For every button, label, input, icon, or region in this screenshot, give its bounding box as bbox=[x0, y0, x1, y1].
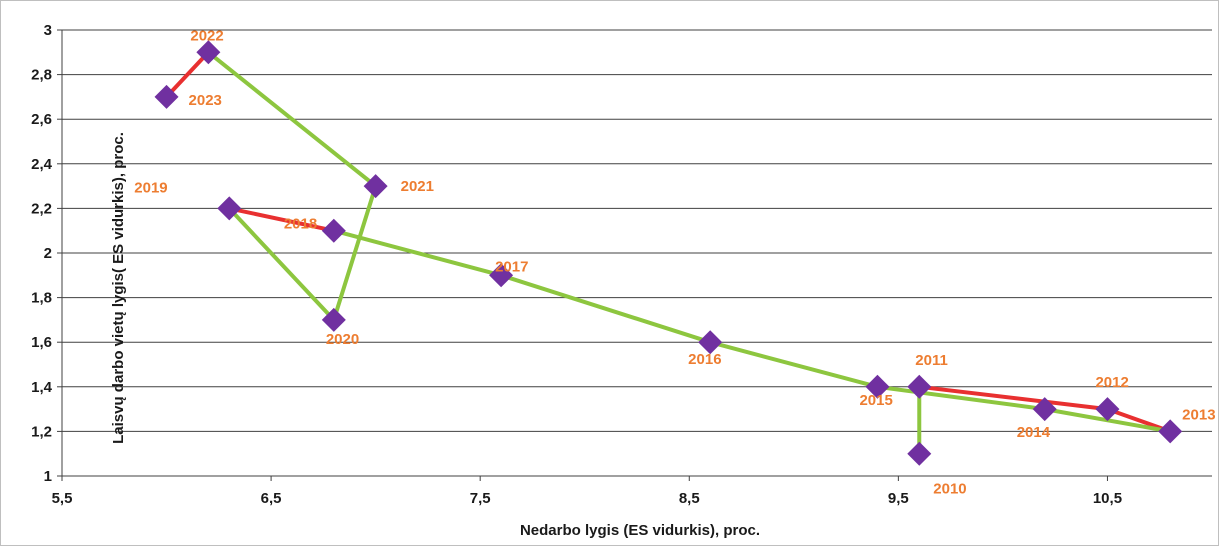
x-tick-label: 5,5 bbox=[52, 490, 73, 507]
gridlines bbox=[57, 29, 1212, 481]
data-label-2014: 2014 bbox=[1017, 424, 1051, 441]
data-labels: 2010 2011 2012 2013 2014 2015 2016 2017 2018 2019… bbox=[134, 27, 1215, 497]
data-point-2018 bbox=[321, 218, 346, 243]
data-point-2015 bbox=[865, 374, 890, 399]
data-point-2010 bbox=[907, 441, 932, 466]
data-label-2023: 2023 bbox=[189, 92, 222, 109]
data-label-2020: 2020 bbox=[326, 331, 359, 348]
y-tick-label: 1,6 bbox=[31, 334, 52, 351]
y-tick-label: 1,8 bbox=[31, 290, 52, 307]
series-line-2021-2022 bbox=[206, 50, 378, 189]
data-point-2020 bbox=[321, 307, 346, 332]
data-label-2016: 2016 bbox=[688, 351, 721, 368]
data-label-2012: 2012 bbox=[1095, 374, 1128, 391]
series-line-2020-2021 bbox=[331, 184, 378, 322]
data-points bbox=[154, 40, 1183, 466]
data-point-2019 bbox=[217, 196, 242, 221]
y-tick-labels: 1 1,2 1,4 1,6 1,8 2 2,2 2,4 2,6 2,8 3 bbox=[31, 22, 53, 485]
series-line-2017-2018 bbox=[331, 228, 504, 278]
series-line-2015-2016 bbox=[708, 340, 880, 389]
series-line-2022-2023 bbox=[164, 50, 211, 99]
y-tick-label: 3 bbox=[44, 22, 52, 39]
data-label-2013: 2013 bbox=[1182, 406, 1215, 423]
y-tick-label: 1,2 bbox=[31, 423, 52, 440]
x-tick-labels: 5,5 6,5 7,5 8,5 9,5 10,5 bbox=[52, 490, 1122, 507]
data-point-2017 bbox=[489, 263, 514, 288]
data-label-2011: 2011 bbox=[915, 352, 948, 369]
series-line-2019-2020 bbox=[227, 206, 336, 322]
data-label-2017: 2017 bbox=[495, 258, 528, 275]
axes bbox=[61, 30, 1212, 477]
data-point-2013 bbox=[1158, 419, 1183, 444]
series-line-2011-2012 bbox=[917, 384, 1110, 412]
series-line-2018-2019 bbox=[227, 206, 336, 233]
data-point-2023 bbox=[154, 84, 179, 109]
data-point-2016 bbox=[698, 330, 723, 355]
x-tick-label: 8,5 bbox=[679, 490, 700, 507]
data-label-2015: 2015 bbox=[859, 392, 892, 409]
data-point-2011 bbox=[907, 374, 932, 399]
data-point-2012 bbox=[1095, 397, 1120, 422]
y-tick-label: 2,8 bbox=[31, 67, 52, 84]
series-line-2014-2015 bbox=[875, 384, 1047, 412]
y-tick-label: 1,4 bbox=[31, 379, 53, 396]
data-label-2022: 2022 bbox=[190, 27, 223, 44]
y-axis-title: Laisvų darbo vietų lygis( ES vidurkis), … bbox=[110, 132, 127, 444]
x-tick-label: 7,5 bbox=[470, 490, 491, 507]
series-lines bbox=[164, 50, 1173, 456]
x-tick-label: 9,5 bbox=[888, 490, 909, 507]
data-point-2014 bbox=[1032, 397, 1057, 422]
y-tick-label: 2,4 bbox=[31, 156, 53, 173]
data-label-2010: 2010 bbox=[933, 481, 966, 498]
y-tick-label: 1 bbox=[44, 468, 52, 485]
y-tick-label: 2 bbox=[44, 245, 52, 262]
x-tick-label: 6,5 bbox=[261, 490, 282, 507]
y-tick-label: 2,6 bbox=[31, 111, 52, 128]
series-line-2016-2017 bbox=[499, 273, 713, 345]
data-label-2018: 2018 bbox=[284, 216, 317, 233]
data-point-2022 bbox=[196, 40, 221, 65]
data-label-2021: 2021 bbox=[401, 178, 434, 195]
x-axis-title: Nedarbo lygis (ES vidurkis), proc. bbox=[520, 522, 760, 539]
y-tick-label: 2,2 bbox=[31, 200, 52, 217]
data-point-2021 bbox=[363, 174, 388, 199]
x-tick-label: 10,5 bbox=[1093, 490, 1122, 507]
data-label-2019: 2019 bbox=[134, 179, 167, 196]
